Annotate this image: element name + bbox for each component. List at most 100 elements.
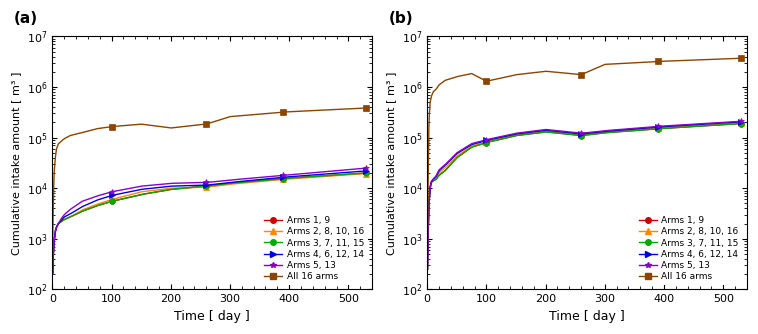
Arms 2, 8, 10, 16 — [193, 185, 202, 189]
Arms 5, 13 — [64, 209, 74, 213]
All 16 arms — [439, 79, 448, 84]
Line: Arms 4, 6, 12, 14: Arms 4, 6, 12, 14 — [428, 122, 741, 269]
Arms 1, 9 — [670, 126, 679, 130]
Arms 2, 8, 10, 16 — [423, 267, 432, 271]
Arms 2, 8, 10, 16 — [64, 216, 74, 220]
Arms 1, 9 — [439, 170, 448, 174]
Line: Arms 1, 9: Arms 1, 9 — [428, 124, 741, 269]
Arms 3, 7, 11, 15 — [575, 133, 584, 137]
Y-axis label: Cumulative intake amount [ m³ ]: Cumulative intake amount [ m³ ] — [11, 71, 21, 255]
Arms 4, 6, 12, 14 — [201, 183, 210, 187]
Arms 5, 13 — [362, 166, 371, 170]
Arms 2, 8, 10, 16 — [567, 132, 576, 136]
Arms 3, 7, 11, 15 — [295, 175, 304, 179]
Arms 1, 9 — [352, 172, 362, 176]
Arms 5, 13 — [352, 167, 362, 171]
Arms 5, 13 — [48, 272, 57, 276]
Line: All 16 arms: All 16 arms — [52, 108, 366, 250]
Arms 3, 7, 11, 15 — [567, 133, 576, 137]
Line: Arms 3, 7, 11, 15: Arms 3, 7, 11, 15 — [428, 124, 741, 269]
Line: Arms 5, 13: Arms 5, 13 — [52, 168, 366, 274]
Arms 4, 6, 12, 14 — [567, 131, 576, 135]
X-axis label: Time [ day ]: Time [ day ] — [174, 310, 250, 323]
Arms 3, 7, 11, 15 — [201, 184, 210, 188]
Arms 5, 13 — [727, 120, 736, 124]
Arms 5, 13 — [575, 131, 584, 135]
Arms 5, 13 — [193, 181, 202, 185]
Arms 3, 7, 11, 15 — [352, 172, 362, 176]
Arms 5, 13 — [670, 123, 679, 127]
All 16 arms — [727, 56, 736, 60]
Arms 4, 6, 12, 14 — [670, 124, 679, 128]
Arms 2, 8, 10, 16 — [737, 121, 746, 125]
Line: Arms 2, 8, 10, 16: Arms 2, 8, 10, 16 — [52, 174, 366, 274]
Arms 3, 7, 11, 15 — [670, 126, 679, 130]
Arms 4, 6, 12, 14 — [193, 183, 202, 187]
All 16 arms — [362, 106, 371, 110]
Arms 3, 7, 11, 15 — [193, 185, 202, 189]
All 16 arms — [567, 72, 576, 76]
Arms 4, 6, 12, 14 — [64, 213, 74, 217]
Arms 5, 13 — [201, 180, 210, 184]
Y-axis label: Cumulative intake amount [ m³ ]: Cumulative intake amount [ m³ ] — [386, 71, 396, 255]
Arms 4, 6, 12, 14 — [295, 174, 304, 178]
Arms 4, 6, 12, 14 — [352, 170, 362, 174]
Arms 5, 13 — [352, 167, 362, 171]
Arms 3, 7, 11, 15 — [737, 122, 746, 126]
Arms 2, 8, 10, 16 — [352, 172, 362, 176]
Arms 4, 6, 12, 14 — [575, 132, 584, 136]
All 16 arms — [295, 109, 304, 113]
Arms 1, 9 — [423, 267, 432, 271]
All 16 arms — [201, 122, 210, 126]
Line: Arms 4, 6, 12, 14: Arms 4, 6, 12, 14 — [52, 171, 366, 274]
X-axis label: Time [ day ]: Time [ day ] — [549, 310, 625, 323]
Arms 1, 9 — [737, 122, 746, 126]
All 16 arms — [48, 248, 57, 252]
All 16 arms — [352, 107, 362, 111]
All 16 arms — [193, 123, 202, 127]
Line: All 16 arms: All 16 arms — [428, 58, 741, 250]
Arms 3, 7, 11, 15 — [64, 216, 74, 220]
All 16 arms — [352, 107, 362, 111]
Arms 1, 9 — [567, 133, 576, 137]
Line: Arms 1, 9: Arms 1, 9 — [52, 173, 366, 274]
Arms 4, 6, 12, 14 — [423, 267, 432, 271]
Arms 5, 13 — [439, 164, 448, 168]
Arms 3, 7, 11, 15 — [728, 122, 737, 126]
Arms 5, 13 — [567, 130, 576, 134]
Arms 2, 8, 10, 16 — [575, 133, 584, 137]
Arms 5, 13 — [295, 172, 304, 176]
Text: (a): (a) — [14, 11, 38, 26]
Line: Arms 3, 7, 11, 15: Arms 3, 7, 11, 15 — [52, 173, 366, 274]
All 16 arms — [670, 59, 679, 63]
Arms 1, 9 — [64, 216, 74, 220]
Arms 3, 7, 11, 15 — [362, 171, 371, 175]
Arms 2, 8, 10, 16 — [439, 167, 448, 171]
Legend: Arms 1, 9, Arms 2, 8, 10, 16, Arms 3, 7, 11, 15, Arms 4, 6, 12, 14, Arms 5, 13, : Arms 1, 9, Arms 2, 8, 10, 16, Arms 3, 7,… — [635, 212, 742, 285]
Arms 1, 9 — [48, 272, 57, 276]
All 16 arms — [423, 248, 432, 252]
Arms 1, 9 — [201, 184, 210, 188]
Arms 3, 7, 11, 15 — [727, 122, 736, 126]
Arms 5, 13 — [728, 120, 737, 124]
All 16 arms — [575, 72, 584, 76]
Arms 5, 13 — [423, 267, 432, 271]
Arms 3, 7, 11, 15 — [48, 272, 57, 276]
Arms 1, 9 — [727, 122, 736, 126]
Legend: Arms 1, 9, Arms 2, 8, 10, 16, Arms 3, 7, 11, 15, Arms 4, 6, 12, 14, Arms 5, 13, : Arms 1, 9, Arms 2, 8, 10, 16, Arms 3, 7,… — [261, 212, 368, 285]
Arms 2, 8, 10, 16 — [727, 122, 736, 126]
Arms 4, 6, 12, 14 — [728, 121, 737, 125]
Arms 2, 8, 10, 16 — [728, 122, 737, 126]
Arms 5, 13 — [737, 119, 746, 123]
Arms 3, 7, 11, 15 — [423, 267, 432, 271]
Arms 4, 6, 12, 14 — [439, 165, 448, 169]
Arms 1, 9 — [575, 133, 584, 137]
All 16 arms — [64, 134, 74, 138]
Arms 1, 9 — [362, 171, 371, 175]
All 16 arms — [737, 56, 746, 60]
Arms 4, 6, 12, 14 — [727, 121, 736, 125]
Arms 2, 8, 10, 16 — [48, 272, 57, 276]
Arms 1, 9 — [193, 185, 202, 189]
Arms 2, 8, 10, 16 — [295, 176, 304, 180]
Arms 4, 6, 12, 14 — [48, 272, 57, 276]
